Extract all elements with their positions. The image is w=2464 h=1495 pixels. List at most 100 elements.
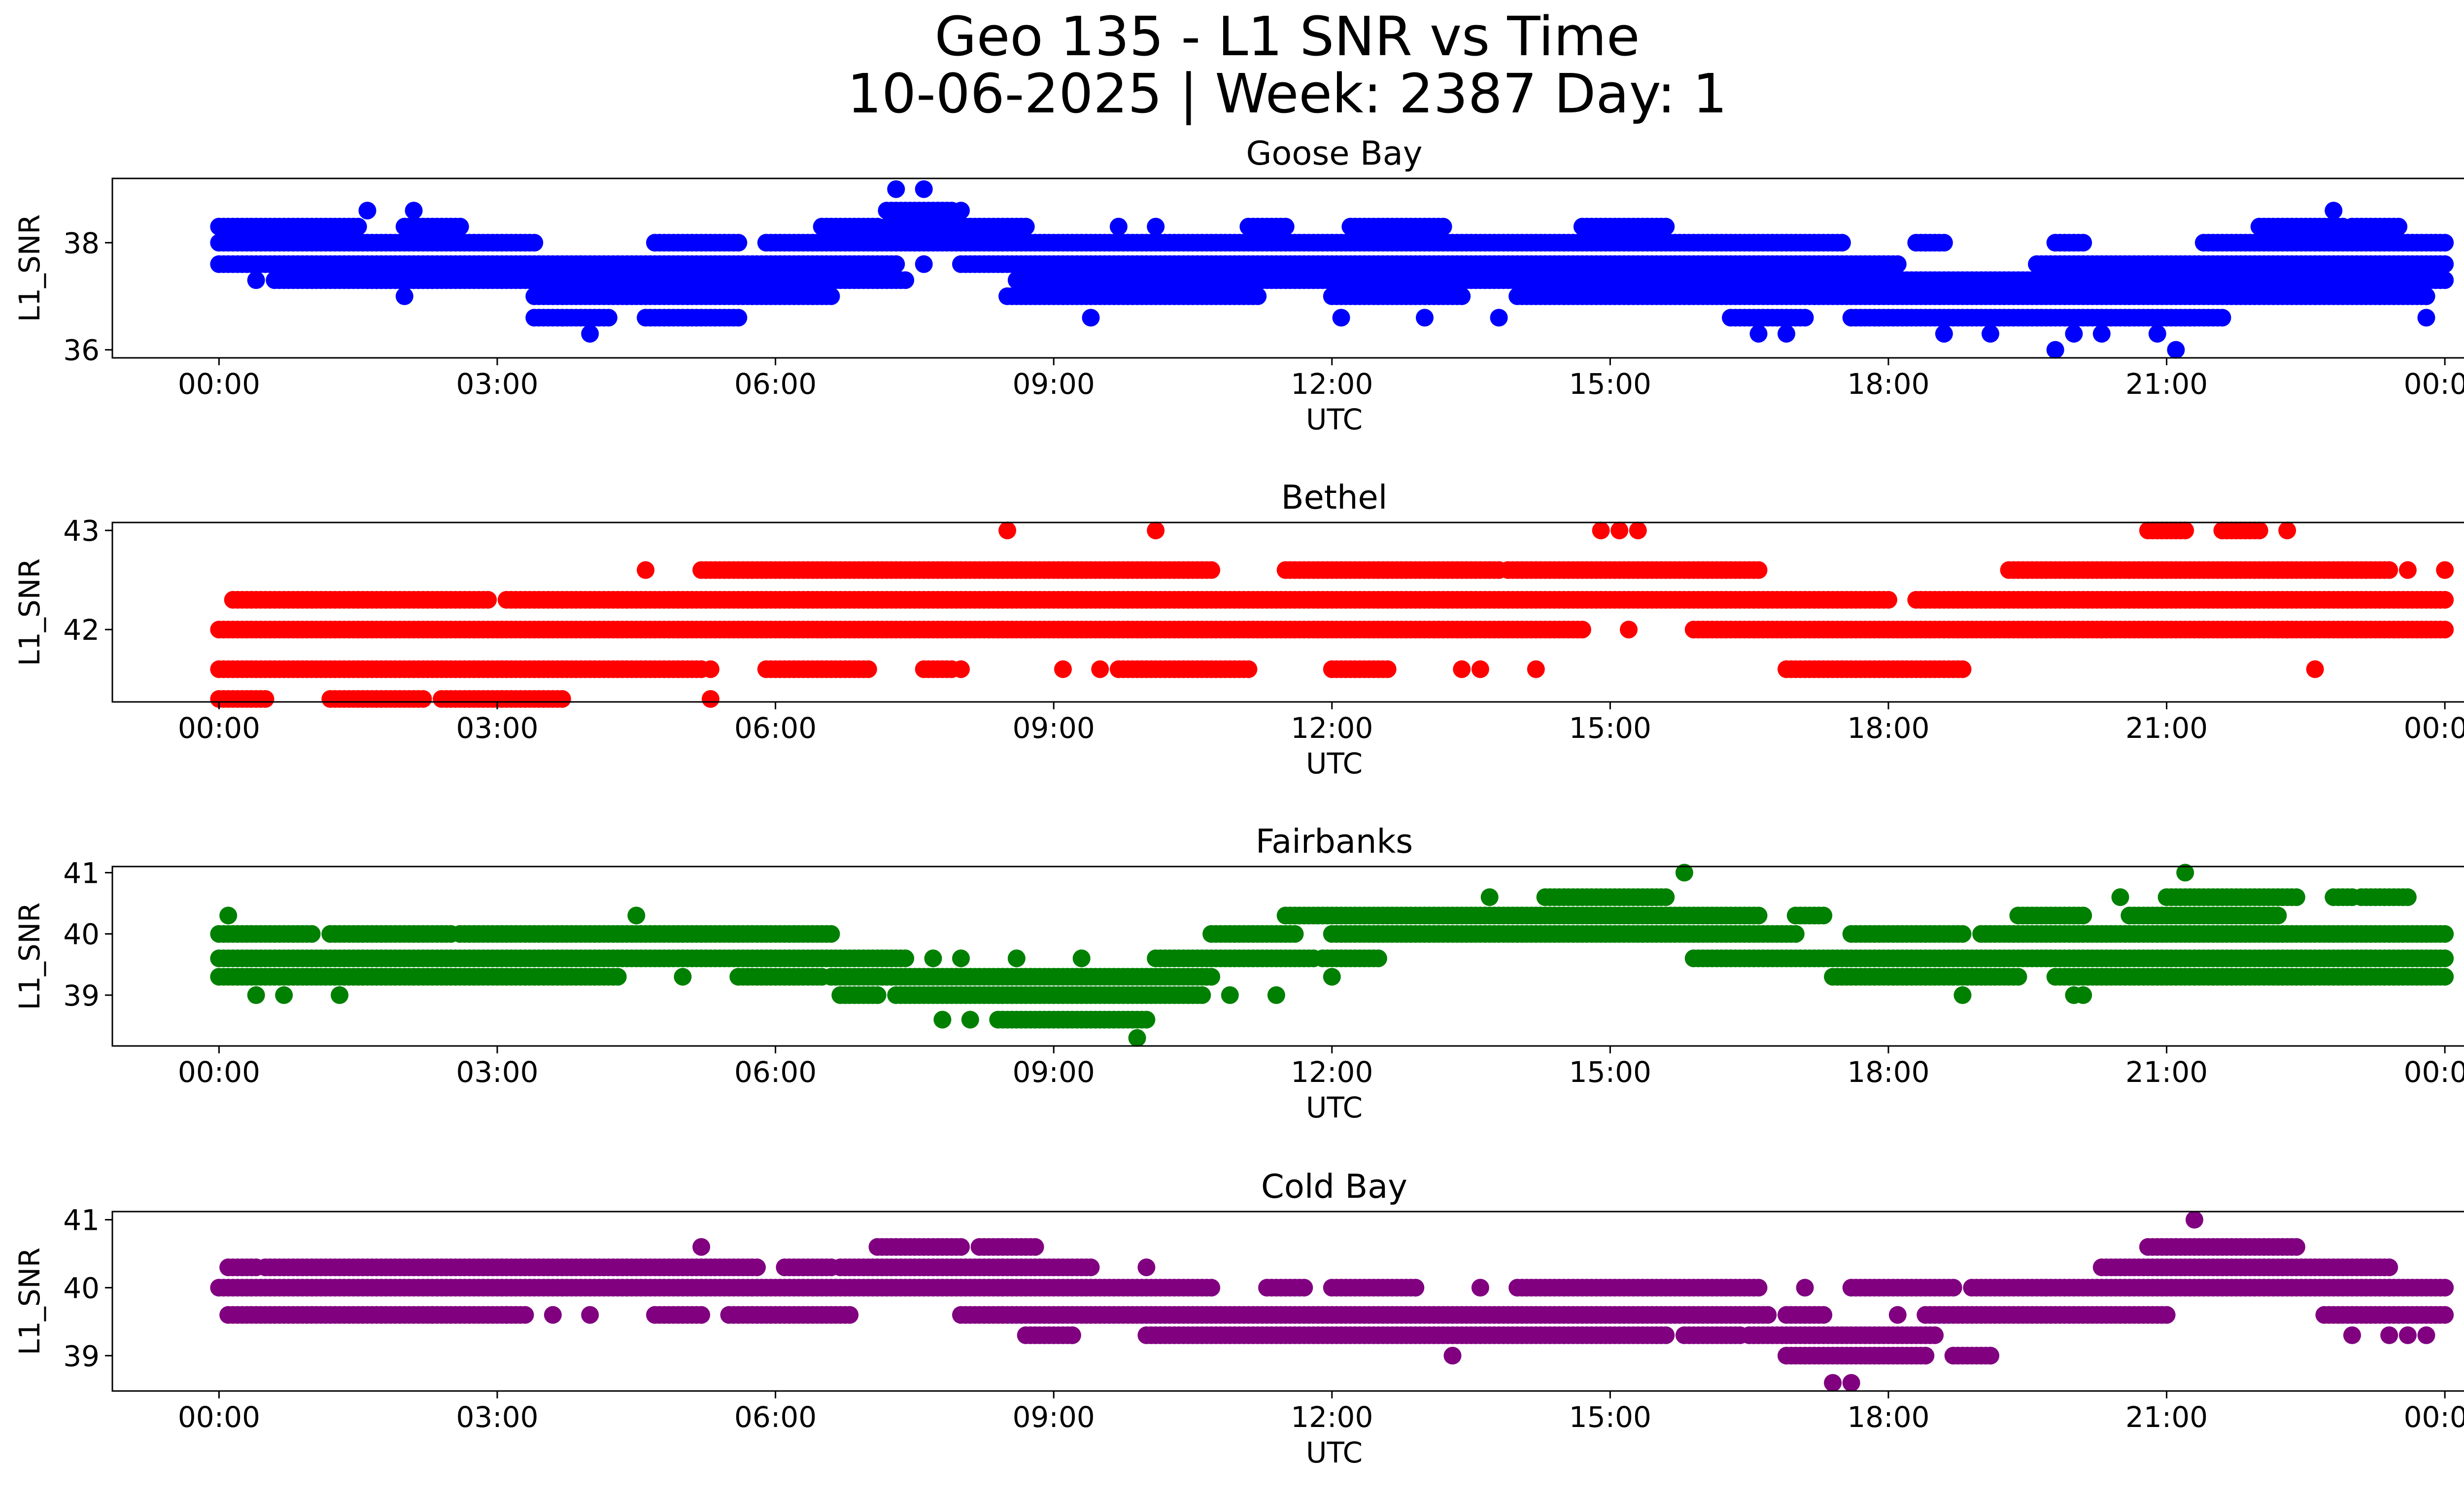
- data-point: [1109, 217, 1128, 236]
- x-axis-label: UTC: [1306, 747, 1363, 780]
- data-point: [1137, 1010, 1156, 1029]
- data-point: [1267, 986, 1285, 1004]
- data-point: [1982, 325, 1999, 343]
- data-point: [1480, 888, 1499, 906]
- x-tick-label: 00:00: [178, 711, 260, 745]
- data-point: [303, 925, 321, 943]
- data-point: [1193, 986, 1211, 1004]
- data-point: [2417, 287, 2435, 305]
- data-point: [915, 180, 933, 198]
- data-point: [1249, 287, 1267, 305]
- data-point: [961, 1010, 979, 1029]
- data-point: [2436, 949, 2454, 968]
- data-point: [1017, 217, 1035, 236]
- data-point: [1833, 234, 1851, 252]
- data-point: [2065, 325, 2083, 343]
- data-point: [868, 986, 887, 1004]
- x-tick-label: 06:00: [734, 367, 817, 401]
- x-tick-label: 00:00: [2404, 711, 2464, 745]
- data-point: [1657, 217, 1675, 236]
- subplot-title: Bethel: [1281, 478, 1388, 517]
- data-point: [1054, 660, 1072, 678]
- data-point: [1416, 309, 1434, 327]
- data-points: [210, 180, 2454, 359]
- data-point: [1778, 325, 1795, 343]
- data-point: [2250, 522, 2268, 540]
- data-point: [1786, 925, 1805, 943]
- data-point: [1620, 621, 1638, 639]
- data-point: [915, 255, 933, 273]
- data-point: [1378, 660, 1397, 678]
- data-point: [1953, 986, 1972, 1004]
- data-point: [1453, 287, 1471, 305]
- x-tick-label: 18:00: [1847, 367, 1929, 401]
- data-point: [358, 202, 376, 220]
- data-point: [2436, 591, 2454, 609]
- y-tick-label: 43: [63, 514, 100, 548]
- data-point: [1592, 522, 1610, 540]
- data-point: [1323, 968, 1341, 986]
- data-point: [2417, 309, 2435, 327]
- data-point: [1935, 234, 1953, 252]
- data-point: [1527, 660, 1545, 678]
- data-point: [701, 690, 719, 708]
- data-point: [952, 949, 970, 968]
- data-point: [395, 287, 413, 305]
- y-tick-label: 38: [63, 226, 100, 260]
- data-point: [2436, 968, 2454, 986]
- data-point: [349, 217, 367, 236]
- data-point: [1434, 217, 1452, 236]
- data-point: [1147, 217, 1165, 236]
- data-point: [2074, 234, 2092, 252]
- data-point: [627, 906, 646, 925]
- data-point: [405, 202, 423, 220]
- y-axis-label: L1_SNR: [13, 558, 46, 666]
- x-tick-label: 09:00: [1013, 367, 1095, 401]
- data-point: [1221, 986, 1239, 1004]
- data-point: [887, 180, 905, 198]
- x-tick-label: 21:00: [2125, 367, 2208, 401]
- x-tick-label: 03:00: [456, 367, 538, 401]
- data-point: [1007, 949, 1026, 968]
- x-tick-label: 00:00: [2404, 367, 2464, 401]
- subplot-title: Fairbanks: [1256, 822, 1413, 861]
- x-axis-label: UTC: [1306, 403, 1363, 436]
- subplot-title: Goose Bay: [1246, 134, 1423, 173]
- data-point: [1453, 660, 1471, 678]
- data-point: [1749, 325, 1768, 343]
- data-point: [2269, 906, 2287, 925]
- data-point: [729, 309, 748, 327]
- data-point: [1573, 621, 1591, 639]
- data-point: [2009, 968, 2027, 986]
- data-point: [2074, 906, 2092, 925]
- data-point: [637, 561, 655, 579]
- data-point: [729, 234, 748, 252]
- data-point: [2111, 888, 2129, 906]
- data-point: [1610, 522, 1629, 540]
- data-point: [609, 968, 627, 986]
- data-point: [1239, 660, 1258, 678]
- data-point: [1471, 660, 1489, 678]
- data-point: [1082, 309, 1100, 327]
- data-point: [2176, 522, 2194, 540]
- data-point: [896, 949, 915, 968]
- data-point: [1657, 888, 1675, 906]
- data-point: [1091, 660, 1109, 678]
- data-point: [998, 522, 1017, 540]
- data-point: [887, 255, 905, 273]
- data-point: [822, 287, 840, 305]
- data-point: [1147, 522, 1165, 540]
- data-point: [2380, 561, 2398, 579]
- figure-title-line-1: Geo 135 - L1 SNR vs Time: [934, 5, 1640, 68]
- data-point: [2398, 888, 2417, 906]
- data-point: [581, 325, 599, 343]
- data-point: [2092, 621, 2111, 639]
- data-point: [451, 217, 469, 236]
- x-tick-label: 00:00: [178, 367, 260, 401]
- data-point: [2194, 621, 2213, 639]
- data-point: [2436, 925, 2454, 943]
- data-point: [553, 690, 571, 708]
- data-point: [2148, 325, 2166, 343]
